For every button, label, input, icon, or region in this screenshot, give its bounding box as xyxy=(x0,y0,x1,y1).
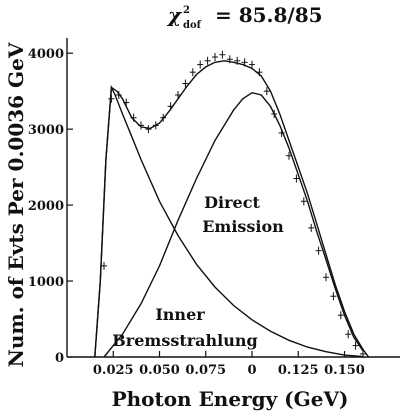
data-point xyxy=(189,68,196,77)
x-tick-label: 0.150 xyxy=(324,363,365,378)
y-tick-label: 0 xyxy=(55,351,64,366)
y-tick-label: 2000 xyxy=(28,199,64,214)
data-point xyxy=(219,50,226,59)
data-point xyxy=(115,90,122,99)
chart-title-subscript: dof xyxy=(183,20,202,31)
data-point xyxy=(212,52,218,61)
data-point xyxy=(330,292,337,301)
data-point xyxy=(323,273,329,282)
chart-title-symbol: χ xyxy=(166,3,183,27)
data-point xyxy=(315,246,322,255)
plot-marks xyxy=(94,50,370,358)
data-point xyxy=(345,330,352,339)
axes: 0 1000 2000 3000 4000 0.025 0.050 0.075 0 0.125 0.… xyxy=(28,38,400,378)
total-fit-curve xyxy=(94,60,370,358)
data-point xyxy=(352,341,359,350)
x-tick-label: 0.075 xyxy=(185,363,226,378)
x-axis-label: Photon Energy (GeV) xyxy=(112,387,349,411)
y-tick-label: 1000 xyxy=(28,275,64,290)
y-tick-label: 3000 xyxy=(28,123,64,138)
x-tick-label: 0.050 xyxy=(139,363,180,378)
chart-title: χ 2 dof = 85.8/85 xyxy=(166,3,323,31)
direct-emission-curve xyxy=(103,91,364,358)
x-tick-label: 0 xyxy=(247,363,256,378)
direct-emission-label-line1: Direct xyxy=(204,193,260,212)
data-point xyxy=(337,311,344,320)
chart-title-value: = 85.8/85 xyxy=(215,3,323,27)
x-tick-label: 0.025 xyxy=(93,363,134,378)
direct-emission-label-line2: Emission xyxy=(202,217,284,236)
data-point xyxy=(249,60,255,69)
data-point xyxy=(308,223,315,232)
inner-bremsstrahlung-label-line1: Inner xyxy=(155,305,205,324)
data-point xyxy=(145,125,152,134)
data-point xyxy=(197,60,204,69)
inner-bremsstrahlung-curve xyxy=(94,84,364,358)
data-point xyxy=(360,349,366,358)
inner-bremsstrahlung-label-line2: Bremsstrahlung xyxy=(112,331,257,350)
y-tick-label: 4000 xyxy=(28,47,64,62)
chart-title-superscript: 2 xyxy=(183,5,190,16)
data-point xyxy=(182,79,189,88)
data-point xyxy=(101,261,107,270)
y-axis-label: Num. of Evts Per 0.0036 GeV xyxy=(4,42,28,367)
data-point xyxy=(204,56,211,65)
data-point xyxy=(293,174,300,183)
data-point xyxy=(300,197,307,206)
x-tick-label: 0.125 xyxy=(278,363,319,378)
data-point xyxy=(263,87,270,96)
